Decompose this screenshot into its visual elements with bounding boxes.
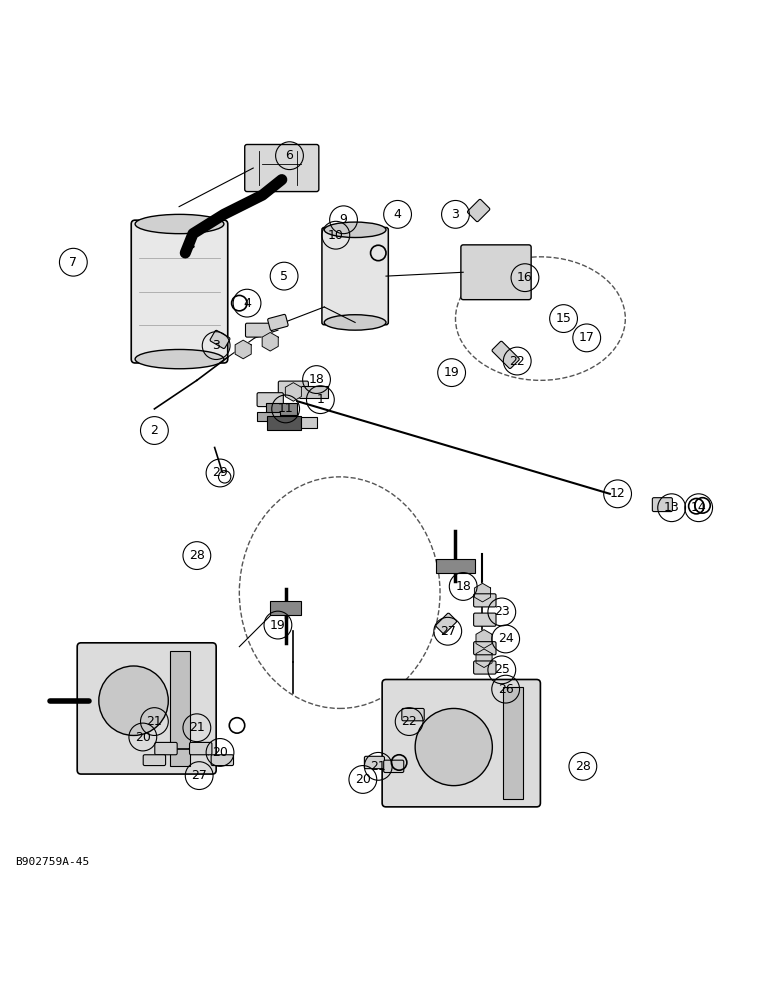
- Text: 21: 21: [371, 760, 386, 773]
- Text: 4: 4: [243, 297, 251, 310]
- Ellipse shape: [135, 349, 224, 369]
- Polygon shape: [476, 630, 492, 648]
- Text: 15: 15: [556, 312, 571, 325]
- Text: 4: 4: [394, 208, 401, 221]
- Text: 19: 19: [444, 366, 459, 379]
- Text: 10: 10: [328, 229, 344, 242]
- Polygon shape: [476, 649, 492, 668]
- Text: 6: 6: [286, 149, 293, 162]
- Bar: [266, 416, 301, 430]
- Text: 2: 2: [151, 424, 158, 437]
- FancyBboxPatch shape: [278, 381, 308, 395]
- Text: 25: 25: [494, 663, 510, 676]
- FancyBboxPatch shape: [245, 323, 272, 337]
- FancyBboxPatch shape: [436, 613, 456, 634]
- Text: 5: 5: [280, 270, 288, 283]
- Text: 14: 14: [691, 501, 706, 514]
- Bar: [503, 687, 523, 799]
- Text: 27: 27: [440, 625, 455, 638]
- Bar: [436, 559, 475, 573]
- Text: 11: 11: [278, 402, 293, 415]
- Text: 3: 3: [452, 208, 459, 221]
- FancyBboxPatch shape: [154, 742, 177, 755]
- FancyBboxPatch shape: [77, 643, 216, 774]
- Circle shape: [415, 708, 493, 786]
- FancyBboxPatch shape: [461, 245, 531, 300]
- FancyBboxPatch shape: [245, 144, 319, 192]
- Text: 20: 20: [135, 731, 151, 744]
- Polygon shape: [475, 583, 490, 602]
- Polygon shape: [235, 340, 251, 359]
- Text: 17: 17: [579, 331, 594, 344]
- Bar: [270, 601, 301, 615]
- Text: 3: 3: [212, 339, 220, 352]
- Text: 16: 16: [517, 271, 533, 284]
- Text: B902759A-45: B902759A-45: [15, 857, 90, 867]
- Text: 21: 21: [147, 715, 162, 728]
- Bar: [257, 412, 280, 421]
- FancyBboxPatch shape: [190, 742, 212, 755]
- Bar: [293, 386, 327, 398]
- FancyBboxPatch shape: [257, 393, 283, 407]
- FancyBboxPatch shape: [473, 594, 496, 607]
- Bar: [266, 403, 297, 415]
- FancyBboxPatch shape: [268, 314, 288, 330]
- FancyBboxPatch shape: [364, 756, 384, 769]
- Polygon shape: [262, 332, 278, 351]
- Text: 7: 7: [69, 256, 77, 269]
- Text: 20: 20: [212, 746, 228, 759]
- Text: 21: 21: [189, 721, 205, 734]
- FancyBboxPatch shape: [322, 227, 388, 325]
- Circle shape: [99, 666, 168, 735]
- Text: 28: 28: [189, 549, 205, 562]
- Text: 27: 27: [191, 769, 207, 782]
- Text: 29: 29: [212, 466, 228, 479]
- FancyBboxPatch shape: [144, 755, 165, 766]
- Text: 13: 13: [664, 501, 679, 514]
- Text: 1: 1: [317, 393, 324, 406]
- Ellipse shape: [324, 222, 386, 238]
- Text: 9: 9: [340, 213, 347, 226]
- Text: 28: 28: [575, 760, 591, 773]
- FancyBboxPatch shape: [210, 330, 230, 349]
- FancyBboxPatch shape: [468, 199, 489, 222]
- FancyBboxPatch shape: [131, 220, 228, 363]
- FancyBboxPatch shape: [492, 341, 520, 369]
- FancyBboxPatch shape: [402, 708, 425, 721]
- FancyBboxPatch shape: [652, 498, 672, 512]
- Text: 18: 18: [455, 580, 471, 593]
- FancyBboxPatch shape: [211, 755, 233, 766]
- Ellipse shape: [324, 315, 386, 330]
- FancyBboxPatch shape: [473, 613, 496, 626]
- Text: 19: 19: [270, 619, 286, 632]
- Ellipse shape: [135, 214, 224, 234]
- FancyBboxPatch shape: [384, 760, 404, 773]
- Bar: [301, 417, 317, 428]
- FancyBboxPatch shape: [473, 642, 496, 655]
- FancyBboxPatch shape: [473, 661, 496, 674]
- Text: 12: 12: [610, 487, 625, 500]
- Text: 26: 26: [498, 683, 513, 696]
- Text: 22: 22: [510, 355, 525, 368]
- Text: 20: 20: [355, 773, 371, 786]
- Bar: [171, 651, 190, 766]
- FancyBboxPatch shape: [382, 679, 540, 807]
- Text: 24: 24: [498, 632, 513, 645]
- Text: 23: 23: [494, 605, 510, 618]
- Text: 18: 18: [309, 373, 324, 386]
- Polygon shape: [286, 383, 301, 401]
- Text: 22: 22: [401, 715, 417, 728]
